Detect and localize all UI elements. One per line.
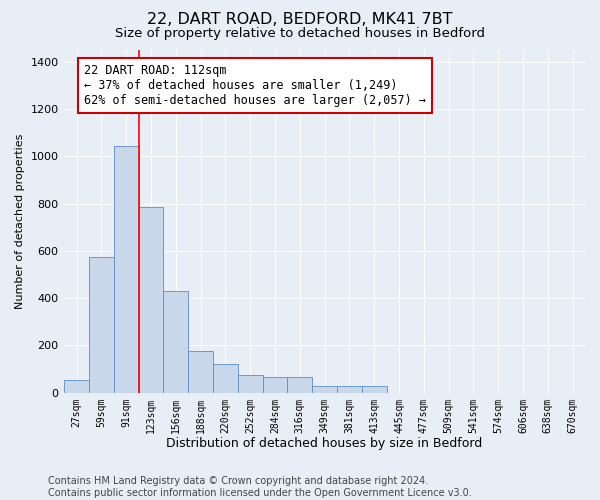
Bar (238, 375, 263, 392)
Bar (139, 207, 163, 392)
Bar (287, 378, 312, 392)
Bar (64, 380, 89, 392)
Bar (188, 352, 213, 393)
Bar (263, 378, 287, 392)
Bar (89, 257, 114, 392)
Bar (362, 386, 386, 392)
Text: Contains HM Land Registry data © Crown copyright and database right 2024.
Contai: Contains HM Land Registry data © Crown c… (48, 476, 472, 498)
Text: 22 DART ROAD: 112sqm
← 37% of detached houses are smaller (1,249)
62% of semi-de: 22 DART ROAD: 112sqm ← 37% of detached h… (84, 64, 426, 107)
Text: 22, DART ROAD, BEDFORD, MK41 7BT: 22, DART ROAD, BEDFORD, MK41 7BT (147, 12, 453, 28)
Bar (337, 386, 362, 392)
Y-axis label: Number of detached properties: Number of detached properties (15, 134, 25, 309)
Bar (114, 146, 139, 392)
X-axis label: Distribution of detached houses by size in Bedford: Distribution of detached houses by size … (166, 437, 483, 450)
Bar (163, 291, 188, 392)
Bar (213, 364, 238, 392)
Bar (312, 386, 337, 392)
Text: Size of property relative to detached houses in Bedford: Size of property relative to detached ho… (115, 28, 485, 40)
